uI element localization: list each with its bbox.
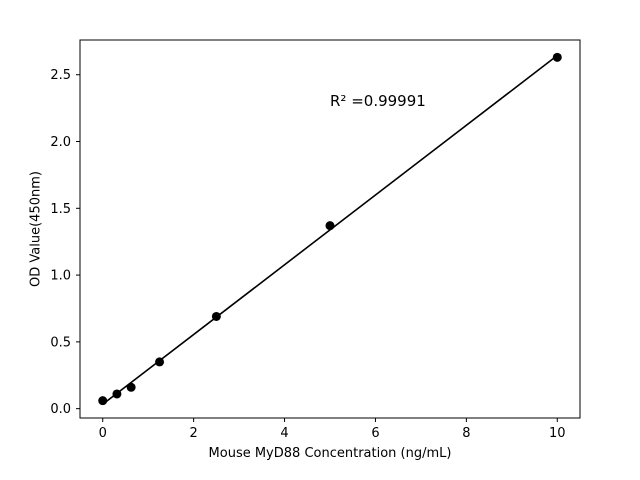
x-tick-label: 6 (371, 426, 379, 441)
r-squared-annotation: R² =0.99991 (330, 92, 426, 110)
y-tick-label: 2.5 (50, 68, 71, 83)
x-tick-label: 2 (189, 426, 197, 441)
data-point (325, 221, 335, 231)
data-point (98, 396, 108, 406)
x-tick-label: 4 (280, 426, 288, 441)
data-point (552, 52, 562, 62)
data-point (112, 389, 122, 399)
axes-frame (79, 39, 581, 419)
y-tick-label: 1.5 (50, 202, 71, 217)
x-tick-label: 0 (99, 426, 107, 441)
y-tick-label: 0.5 (50, 335, 71, 350)
y-tick-label: 1.0 (50, 269, 71, 284)
data-point (211, 311, 221, 321)
data-point (155, 357, 165, 367)
x-axis-label: Mouse MyD88 Concentration (ng/mL) (208, 446, 452, 461)
y-tick-label: 0.0 (50, 402, 71, 417)
y-axis-label: OD Value(450nm) (28, 171, 44, 287)
x-tick-label: 10 (549, 426, 566, 441)
data-point (126, 382, 136, 392)
x-tick-label: 8 (462, 426, 470, 441)
y-tick-label: 2.0 (50, 135, 71, 150)
